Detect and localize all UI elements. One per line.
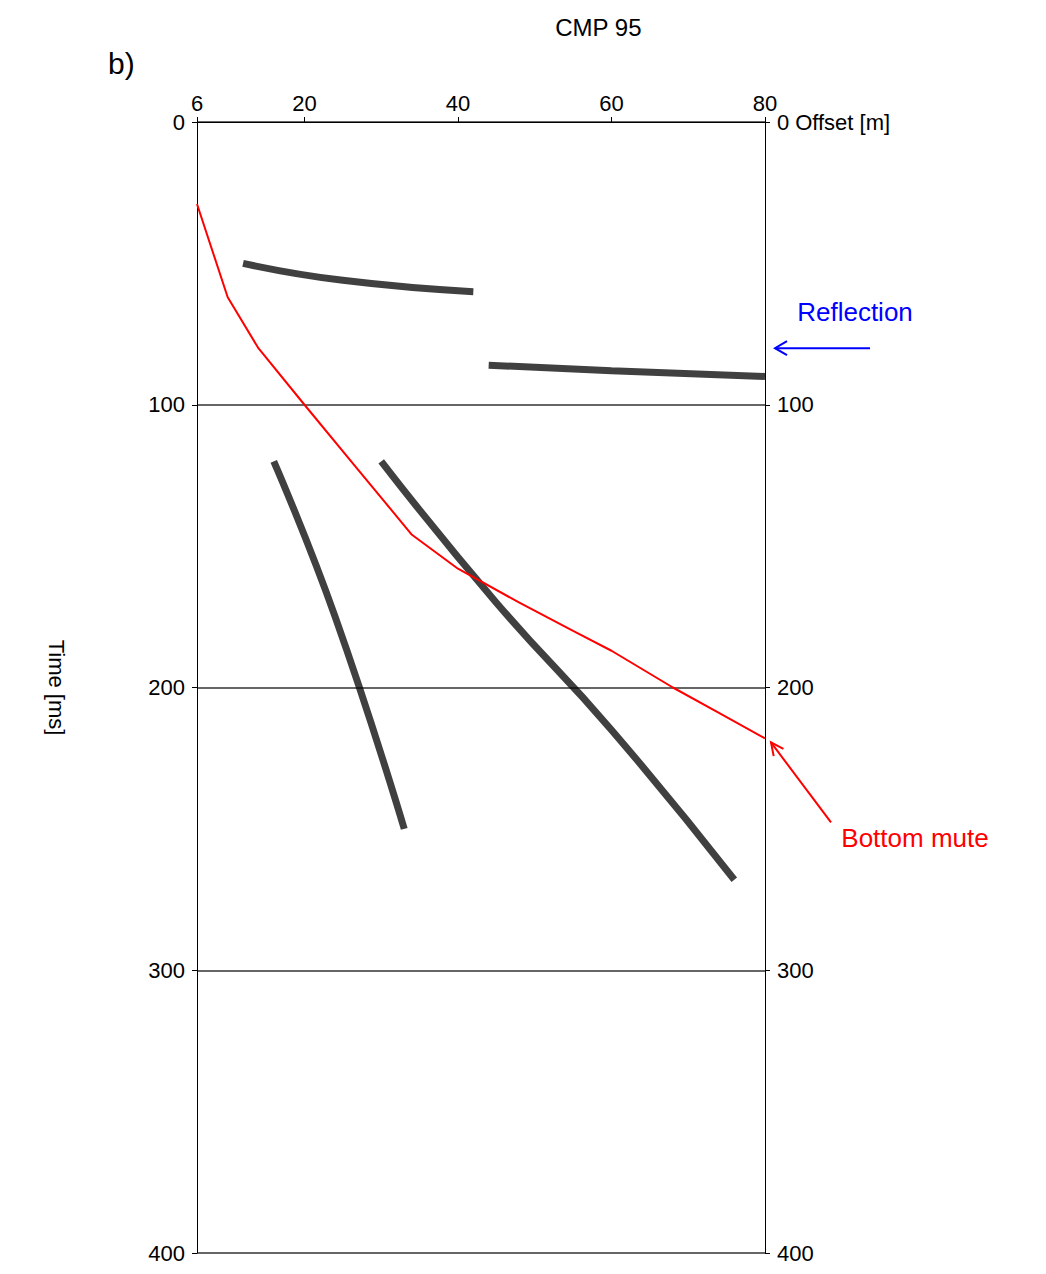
svg-text:Reflection: Reflection (797, 297, 913, 327)
svg-text:300: 300 (777, 958, 814, 983)
svg-text:0: 0 (173, 110, 185, 135)
svg-text:100: 100 (777, 392, 814, 417)
svg-text:0: 0 (777, 110, 789, 135)
svg-text:200: 200 (148, 675, 185, 700)
svg-text:CMP 95: CMP 95 (555, 14, 641, 41)
svg-text:200: 200 (777, 675, 814, 700)
svg-text:b): b) (108, 47, 135, 80)
svg-text:300: 300 (148, 958, 185, 983)
svg-text:6: 6 (191, 91, 203, 116)
svg-text:60: 60 (599, 91, 623, 116)
svg-text:Bottom mute: Bottom mute (841, 823, 988, 853)
svg-text:40: 40 (446, 91, 470, 116)
svg-text:100: 100 (148, 392, 185, 417)
svg-text:20: 20 (292, 91, 316, 116)
svg-text:80: 80 (753, 91, 777, 116)
svg-text:400: 400 (777, 1241, 814, 1266)
svg-text:Offset [m]: Offset [m] (795, 110, 890, 135)
svg-text:400: 400 (148, 1241, 185, 1266)
svg-text:Time [ms]: Time [ms] (44, 640, 69, 736)
